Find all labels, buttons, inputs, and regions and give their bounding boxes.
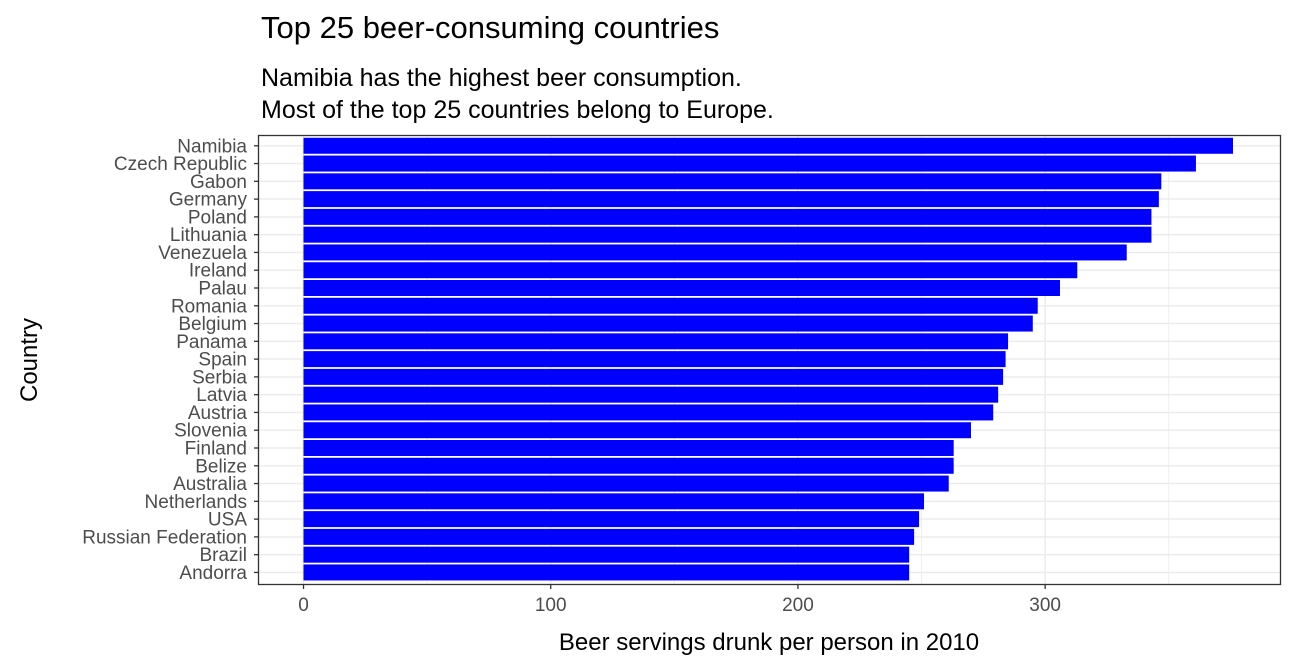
bar-belgium — [303, 315, 1033, 332]
x-axis-title: Beer servings drunk per person in 2010 — [559, 629, 979, 656]
category-label: Belgium — [178, 314, 247, 335]
x-tick-labels: 0 100 200 300 — [298, 584, 1061, 616]
chart-title: Top 25 beer-consuming countries — [261, 10, 720, 45]
y-axis-title: Country — [16, 318, 43, 402]
bar-serbia — [303, 368, 1004, 385]
category-label: Ireland — [189, 261, 247, 282]
chart-subtitle: Namibia has the highest beer consumption… — [261, 62, 774, 126]
bar-spain — [303, 351, 1006, 368]
category-label: Poland — [188, 207, 247, 228]
bar-latvia — [303, 386, 999, 403]
bar-gabon — [303, 173, 1162, 190]
category-label: Slovenia — [174, 421, 247, 442]
subtitle-line-1: Namibia has the highest beer consumption… — [261, 64, 742, 92]
category-label: Spain — [198, 350, 247, 371]
bar-germany — [303, 191, 1159, 208]
bar-finland — [303, 440, 954, 456]
category-label: Palau — [198, 279, 247, 300]
bar-czech-republic — [303, 155, 1196, 172]
category-label: Germany — [169, 190, 248, 211]
bar-netherlands — [303, 493, 925, 510]
category-label: Austria — [188, 403, 248, 424]
bar-russian-federation — [303, 528, 915, 545]
category-label: Gabon — [190, 172, 247, 193]
category-label: Czech Republic — [114, 154, 247, 175]
x-tick-label: 100 — [535, 595, 567, 616]
subtitle-line-2: Most of the top 25 countries belong to E… — [261, 96, 774, 124]
bar-usa — [303, 511, 920, 528]
category-label: Panama — [176, 332, 247, 353]
x-tick-label: 200 — [782, 595, 814, 616]
bar-andorra — [303, 564, 910, 581]
x-tick-label: 300 — [1029, 595, 1061, 616]
bar-palau — [303, 280, 1060, 296]
bar-belize — [303, 457, 954, 474]
bar-poland — [303, 208, 1152, 225]
bar-slovenia — [303, 422, 971, 439]
category-label: Romania — [171, 296, 247, 317]
bar-namibia — [303, 137, 1234, 154]
category-label: Netherlands — [145, 492, 247, 513]
category-label: USA — [208, 510, 247, 531]
bar-brazil — [303, 546, 910, 563]
bar-austria — [303, 404, 994, 421]
bars — [303, 137, 1234, 581]
bar-panama — [303, 333, 1009, 350]
x-tick-label: 0 — [298, 595, 309, 616]
category-label: Andorra — [179, 563, 247, 584]
bar-lithuania — [303, 226, 1152, 243]
plot-border — [257, 134, 1282, 586]
category-label: Venezuela — [158, 243, 247, 264]
category-label: Namibia — [177, 136, 247, 157]
bar-ireland — [303, 262, 1078, 279]
category-label: Lithuania — [170, 225, 248, 246]
category-label: Brazil — [199, 545, 247, 566]
category-label: Serbia — [192, 367, 247, 388]
category-label: Belize — [195, 456, 247, 477]
bar-australia — [303, 475, 949, 492]
category-label: Latvia — [196, 385, 247, 406]
category-label: Russian Federation — [82, 527, 247, 548]
category-label: Finland — [185, 439, 247, 460]
bar-venezuela — [303, 244, 1127, 261]
category-label: Australia — [173, 474, 247, 495]
bar-romania — [303, 297, 1038, 314]
